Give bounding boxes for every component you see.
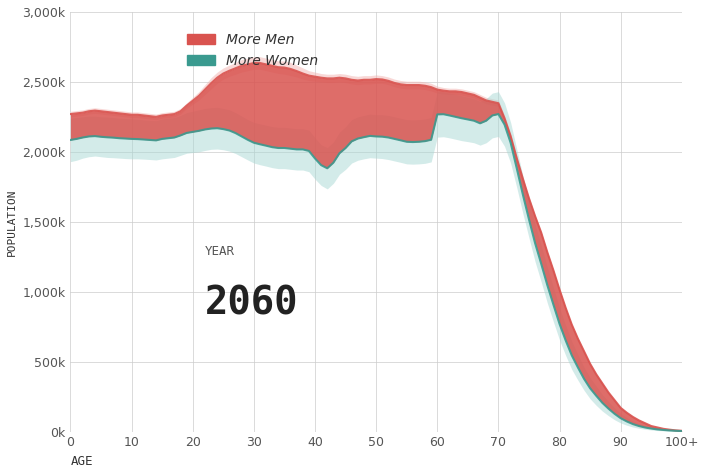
Legend: More Men, More Women: More Men, More Women [181, 27, 323, 73]
X-axis label: AGE: AGE [71, 455, 93, 468]
Text: 2060: 2060 [205, 284, 299, 322]
Text: YEAR: YEAR [205, 246, 235, 258]
Y-axis label: POPULATION: POPULATION [7, 188, 17, 256]
